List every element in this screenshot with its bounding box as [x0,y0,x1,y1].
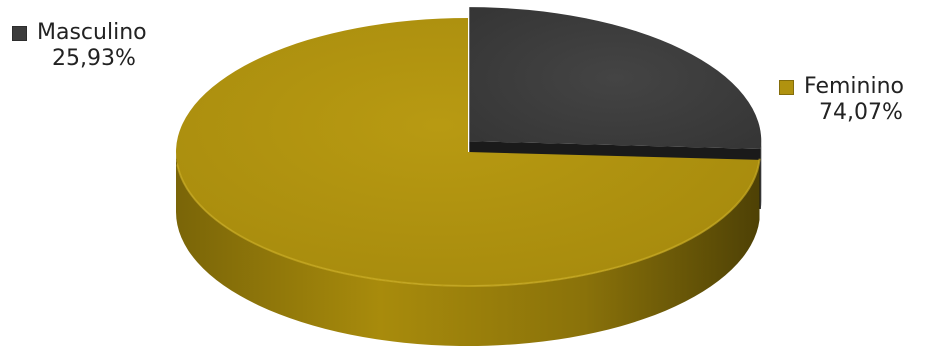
slice-label-masculino: Masculino 25,93% [12,20,147,72]
slice-name-masculino: Masculino [37,20,147,45]
slice-name-feminino: Feminino [804,74,904,99]
slice-feminino-side [176,152,760,346]
slice-label-feminino: Feminino 74,07% [779,74,904,126]
slice-value-feminino: 74,07% [819,100,903,125]
slice-feminino-rim [176,158,761,287]
legend-swatch-masculino [12,25,27,41]
slice-value-masculino: 25,93% [52,46,136,71]
slice-masculino-top [469,7,762,149]
slice-feminino-top [176,18,760,287]
legend-swatch-feminino [779,79,794,95]
